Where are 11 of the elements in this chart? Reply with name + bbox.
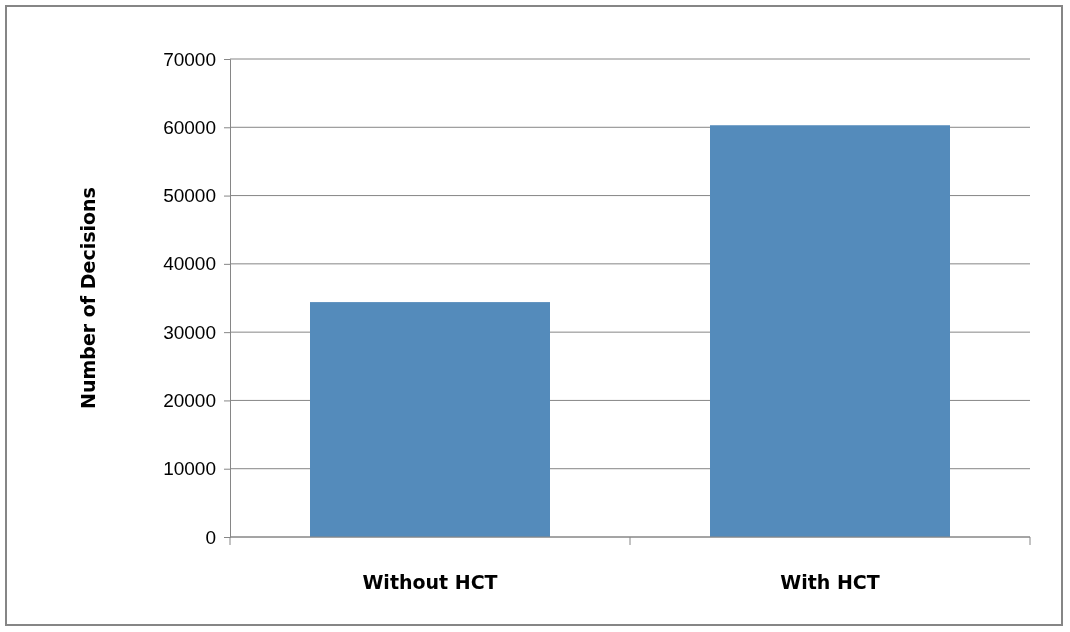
y-tick-label: 50000 [163, 185, 216, 207]
y-tick-label: 20000 [163, 390, 216, 412]
y-tick-label: 70000 [163, 48, 216, 70]
y-tick-label: 10000 [163, 458, 216, 480]
y-tick-label: 0 [205, 526, 216, 548]
x-tick-label: With HCT [780, 571, 880, 593]
x-tick-label: Without HCT [362, 571, 498, 593]
y-tick-label: 60000 [163, 116, 216, 138]
y-axis-title: Number of Decisions [77, 187, 99, 409]
y-tick-label: 30000 [163, 321, 216, 343]
y-tick-label: 40000 [163, 253, 216, 275]
